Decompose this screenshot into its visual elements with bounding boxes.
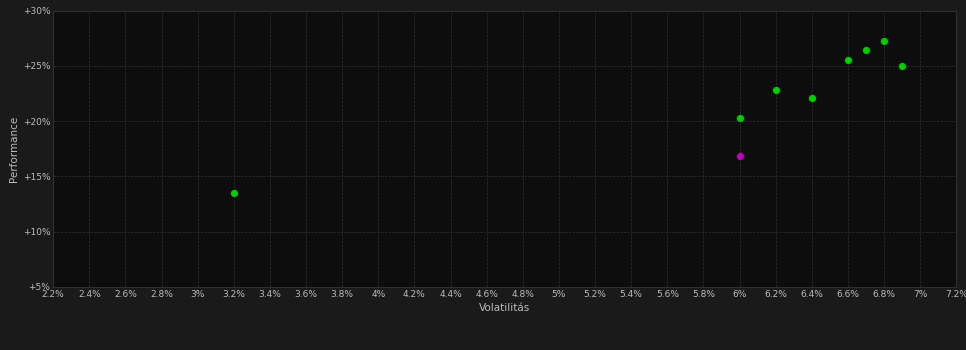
X-axis label: Volatilitás: Volatilitás <box>479 303 530 313</box>
Point <box>732 154 748 159</box>
Point <box>768 88 783 93</box>
Point <box>859 48 874 53</box>
Point <box>895 63 910 69</box>
Point <box>732 115 748 121</box>
Y-axis label: Performance: Performance <box>9 116 18 182</box>
Point <box>840 57 856 63</box>
Point <box>804 95 819 101</box>
Point <box>226 190 242 196</box>
Point <box>876 38 892 44</box>
